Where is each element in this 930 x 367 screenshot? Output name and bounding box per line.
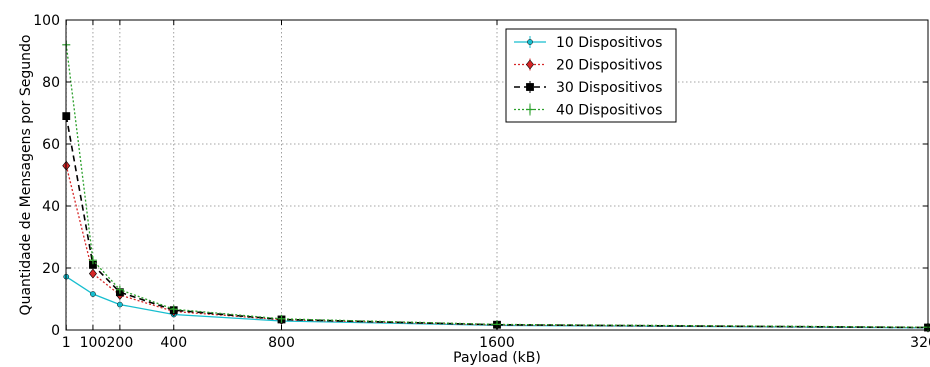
- legend-marker: [527, 39, 533, 45]
- y-axis-title: Quantidade de Mensagens por Segundo: [18, 35, 34, 316]
- axis-ticks: 110020040080016003200020406080100: [33, 13, 930, 351]
- legend-item-2: 20 Dispositivos: [514, 58, 662, 74]
- x-tick-label: 400: [160, 335, 187, 351]
- legend-box: [505, 28, 677, 123]
- data-point: [277, 314, 286, 323]
- legend-marker: [526, 105, 534, 114]
- series-4: [62, 40, 930, 332]
- legend-label: 30 Dispositivos: [556, 80, 662, 96]
- data-point: [115, 285, 124, 294]
- legend-item-1: 10 Dispositivos: [514, 35, 662, 51]
- y-tick-label: 100: [33, 13, 60, 29]
- series-2: [62, 160, 930, 333]
- data-point: [88, 268, 97, 279]
- y-tick-label: 60: [42, 137, 60, 153]
- data-point: [169, 305, 178, 314]
- legend: 10 Dispositivos 20 Dispositivos 30 Disposi…: [505, 28, 677, 123]
- legend-marker: [526, 59, 534, 70]
- x-tick-label: 100: [80, 335, 107, 351]
- data-point: [88, 256, 97, 265]
- legend-item-4: 40 Dispositivos: [514, 103, 662, 119]
- data-point: [90, 291, 96, 297]
- legend-marker: [526, 83, 534, 91]
- y-tick-label: 80: [42, 75, 60, 91]
- series-lines: [62, 40, 930, 333]
- x-tick-label: 1600: [479, 335, 515, 351]
- y-tick-label: 40: [42, 199, 60, 215]
- legend-label: 40 Dispositivos: [556, 103, 662, 119]
- grid: [65, 19, 929, 331]
- series-3: [62, 112, 930, 332]
- y-tick-label: 0: [51, 323, 60, 339]
- series-line-2: [65, 165, 929, 329]
- x-tick-label: 1: [62, 335, 71, 351]
- x-axis-title: Payload (kB): [453, 350, 541, 366]
- y-tick-label: 20: [42, 261, 60, 277]
- x-tick-label: 3200: [910, 335, 930, 351]
- x-tick-label: 200: [107, 335, 134, 351]
- legend-item-3: 30 Dispositivos: [514, 80, 662, 96]
- data-point: [117, 301, 123, 308]
- x-tick-label: 800: [268, 335, 295, 351]
- series-line-3: [65, 115, 929, 329]
- plot-frame: [65, 19, 929, 331]
- legend-label: 10 Dispositivos: [556, 35, 662, 51]
- legend-label: 20 Dispositivos: [556, 58, 662, 74]
